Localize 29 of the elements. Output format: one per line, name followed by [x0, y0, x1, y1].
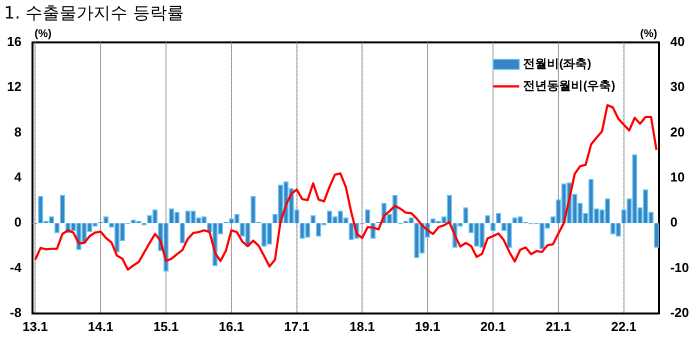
- x-tick-label: 15.1: [153, 318, 179, 334]
- y-tick-label: -8: [10, 304, 22, 320]
- x-tick-label: 22.1: [611, 318, 636, 334]
- x-tick-label: 14.1: [88, 318, 114, 334]
- x-tick-label: 19.1: [414, 318, 440, 334]
- y-tick-label: 0: [14, 214, 22, 230]
- chart-title: 1. 수출물가지수 등락률: [4, 4, 184, 24]
- x-tick-label: 18.1: [350, 318, 375, 334]
- y2-tick-label: 10: [670, 169, 685, 184]
- y-axis-title: (%): [34, 28, 52, 40]
- y-tick-label: 8: [14, 124, 22, 140]
- y2-tick-label: 30: [670, 79, 685, 94]
- y-tick-label: -4: [10, 260, 22, 275]
- y-tick-label: 4: [14, 169, 22, 184]
- y2-tick-label: 0: [670, 214, 678, 230]
- y-tick-label: 12: [6, 79, 22, 94]
- y2-tick-label: -10: [670, 260, 690, 275]
- y2-tick-label: 20: [670, 124, 685, 140]
- y2-axis-title: (%): [640, 28, 658, 40]
- legend-label: 전월비(좌축): [523, 56, 592, 71]
- legend-label: 전년동월비(우축): [523, 78, 616, 93]
- x-tick-label: 17.1: [284, 318, 310, 334]
- y-tick-label: 16: [6, 34, 22, 49]
- x-tick-label: 16.1: [218, 318, 244, 334]
- x-tick-label: 13.1: [22, 318, 48, 334]
- x-tick-label: 21.1: [546, 318, 572, 334]
- y2-tick-label: 40: [670, 34, 685, 49]
- y2-tick-label: -20: [670, 304, 690, 320]
- x-tick-label: 20.1: [480, 318, 506, 334]
